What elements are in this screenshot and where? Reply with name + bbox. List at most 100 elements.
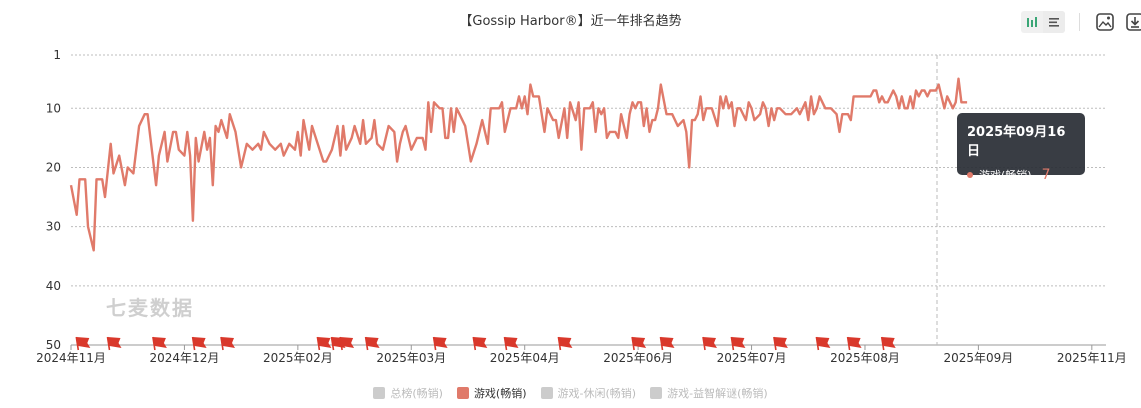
flag-marker bbox=[432, 336, 448, 351]
tooltip-date: 2025年09月16日 bbox=[967, 125, 1066, 159]
flag-pole bbox=[330, 336, 335, 351]
x-tick-label: 2025年06月 bbox=[603, 351, 673, 365]
flag-cloth bbox=[731, 337, 746, 348]
flag-pole bbox=[702, 336, 706, 351]
flag-pole bbox=[364, 336, 369, 351]
tooltip-series-dot bbox=[967, 172, 973, 178]
flag-cloth bbox=[340, 337, 355, 348]
flag-marker bbox=[503, 336, 519, 351]
download-icon[interactable] bbox=[1124, 11, 1141, 33]
x-tick-label: 2025年07月 bbox=[717, 351, 787, 365]
flag-marker bbox=[339, 336, 355, 351]
x-tick-label: 2025年09月 bbox=[943, 351, 1013, 365]
tooltip-series-name: 游戏(畅销) bbox=[979, 169, 1032, 182]
y-tick-label: 20 bbox=[46, 160, 61, 174]
flag-marker bbox=[773, 336, 788, 351]
legend-swatch bbox=[373, 387, 386, 399]
series-layer bbox=[69, 77, 968, 252]
flag-cloth bbox=[107, 337, 122, 348]
bar-chart-icon[interactable] bbox=[1021, 11, 1043, 33]
x-tick-label: 2025年11月 bbox=[1057, 351, 1127, 365]
flag-pole bbox=[503, 336, 508, 351]
flag-cloth bbox=[76, 337, 91, 348]
tooltip-row: 游戏(畅销) 7 bbox=[967, 167, 1075, 183]
legend-swatch bbox=[456, 387, 469, 399]
flag-pole bbox=[106, 336, 111, 351]
flag-marker bbox=[730, 336, 746, 351]
flag-pole bbox=[815, 336, 820, 351]
legend-item-casual[interactable]: 游戏-休闲(畅销) bbox=[540, 385, 637, 401]
flag-cloth bbox=[221, 337, 235, 348]
y-tick-label: 40 bbox=[46, 279, 61, 293]
flag-cloth bbox=[847, 337, 862, 348]
legend-item-games[interactable]: 游戏(畅销) bbox=[456, 385, 527, 401]
flag-cloth bbox=[365, 337, 380, 348]
watermark: 七麦数据 bbox=[106, 296, 194, 320]
flag-marker bbox=[316, 336, 332, 351]
flag-cloth bbox=[504, 337, 519, 348]
legend-label: 游戏-益智解谜(畅销) bbox=[667, 387, 768, 400]
view-toggle bbox=[1021, 11, 1065, 33]
flag-cloth bbox=[773, 337, 788, 348]
grid-lines bbox=[71, 54, 1106, 287]
legend-swatch bbox=[540, 387, 553, 399]
flag-pole bbox=[773, 336, 777, 351]
flag-cloth bbox=[816, 337, 831, 348]
flag-marker bbox=[659, 336, 675, 351]
flag-marker bbox=[106, 336, 122, 351]
legend-swatch bbox=[650, 387, 663, 399]
chart-legend: 总榜(畅销) 游戏(畅销) 游戏-休闲(畅销) 游戏-益智解谜(畅销) bbox=[0, 385, 1141, 401]
flag-cloth bbox=[558, 337, 573, 348]
legend-item-puzzle[interactable]: 游戏-益智解谜(畅销) bbox=[650, 385, 768, 401]
flag-pole bbox=[220, 336, 224, 351]
flag-cloth bbox=[703, 337, 717, 348]
legend-label: 游戏-休闲(畅销) bbox=[557, 387, 637, 400]
chart-title: 【Gossip Harbor®】近一年排名趋势 bbox=[459, 14, 682, 29]
x-tick-label: 2025年02月 bbox=[263, 351, 333, 365]
flag-pole bbox=[557, 336, 562, 351]
flag-pole bbox=[880, 336, 885, 351]
legend-item-total[interactable]: 总榜(畅销) bbox=[373, 385, 443, 401]
flag-cloth bbox=[632, 337, 647, 348]
y-tick-label: 30 bbox=[46, 220, 61, 234]
flag-cloth bbox=[192, 337, 207, 348]
flag-marker bbox=[702, 336, 717, 351]
flag-marker bbox=[220, 336, 235, 351]
x-tick-label: 2025年08月 bbox=[830, 351, 900, 365]
flag-marker bbox=[815, 336, 831, 351]
x-tick-label: 2024年12月 bbox=[150, 351, 220, 365]
save-image-icon[interactable] bbox=[1094, 11, 1116, 33]
flag-pole bbox=[191, 336, 196, 351]
toolbar-divider bbox=[1079, 13, 1080, 31]
flag-pole bbox=[846, 336, 851, 351]
flag-marker bbox=[191, 336, 207, 351]
flag-marker bbox=[557, 336, 573, 351]
flag-pole bbox=[659, 336, 664, 351]
flag-marker bbox=[472, 336, 488, 351]
flag-marker bbox=[364, 336, 380, 351]
flag-pole bbox=[75, 336, 80, 351]
flag-cloth bbox=[660, 337, 675, 348]
y-axis: 1 10 20 30 40 50 bbox=[46, 48, 61, 352]
y-tick-label: 1 bbox=[53, 48, 61, 62]
chart-toolbar bbox=[1021, 11, 1141, 33]
flag-cloth bbox=[881, 337, 896, 348]
y-tick-label: 50 bbox=[46, 338, 61, 352]
legend-label: 总榜(畅销) bbox=[390, 387, 443, 400]
flag-cloth bbox=[317, 337, 332, 348]
x-tick-label: 2025年04月 bbox=[490, 351, 560, 365]
flag-cloth bbox=[152, 337, 167, 348]
series-line bbox=[69, 77, 968, 252]
flag-pole bbox=[631, 336, 635, 351]
x-tick-label: 2025年03月 bbox=[376, 351, 446, 365]
flag-marker bbox=[880, 336, 896, 351]
legend-label: 游戏(畅销) bbox=[473, 387, 527, 400]
flag-cloth bbox=[473, 337, 488, 348]
flag-marker bbox=[846, 336, 862, 351]
flag-marker bbox=[631, 336, 647, 351]
data-tooltip: 2025年09月16日 游戏(畅销) 7 bbox=[957, 113, 1085, 183]
flag-pole bbox=[730, 336, 735, 351]
flag-markers bbox=[75, 336, 896, 351]
list-icon[interactable] bbox=[1043, 11, 1065, 33]
